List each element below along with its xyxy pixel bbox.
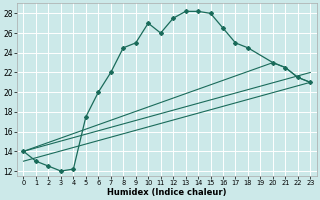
X-axis label: Humidex (Indice chaleur): Humidex (Indice chaleur) bbox=[107, 188, 227, 197]
